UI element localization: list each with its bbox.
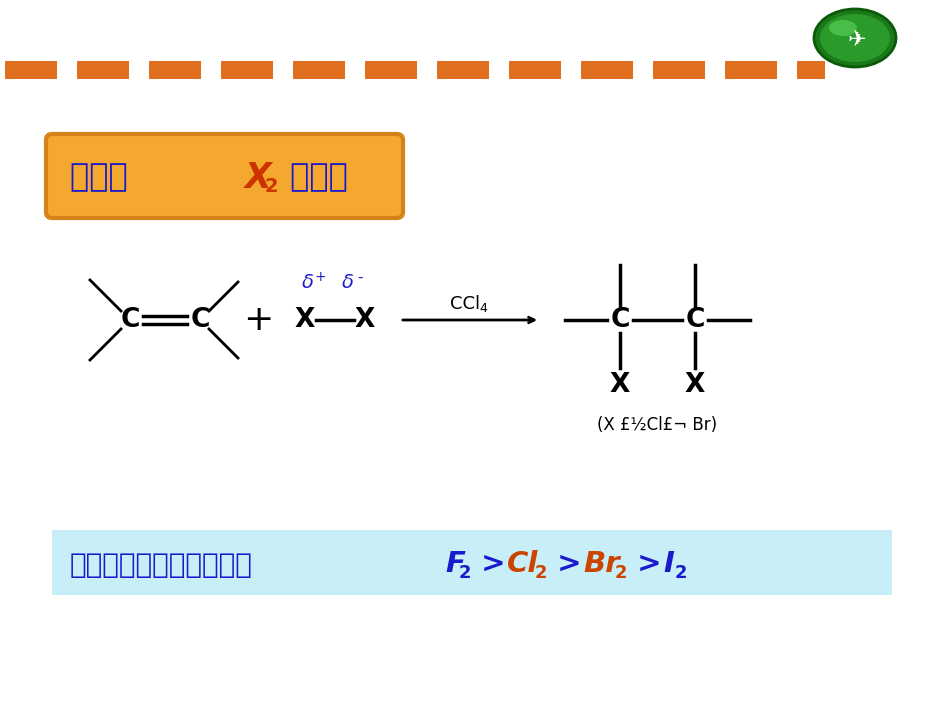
Text: (X £½Cl£¬ Br): (X £½Cl£¬ Br) <box>598 416 717 434</box>
Text: +: + <box>314 270 326 284</box>
Ellipse shape <box>829 20 857 36</box>
Bar <box>365 61 417 79</box>
Text: δ: δ <box>342 272 354 292</box>
Text: C: C <box>610 307 630 333</box>
Bar <box>77 61 129 79</box>
Text: -: - <box>357 270 363 284</box>
Text: CCl: CCl <box>450 295 480 313</box>
Text: X: X <box>610 372 630 398</box>
Text: 2: 2 <box>459 563 471 582</box>
Text: 2: 2 <box>615 563 628 582</box>
Text: X: X <box>294 307 315 333</box>
Bar <box>725 61 777 79</box>
Bar <box>293 61 345 79</box>
Text: X: X <box>685 372 705 398</box>
Bar <box>437 61 489 79</box>
Text: X: X <box>354 307 375 333</box>
Text: C: C <box>685 307 705 333</box>
Text: 2: 2 <box>535 563 547 582</box>
Text: δ: δ <box>302 272 314 292</box>
Text: 2: 2 <box>675 563 688 582</box>
Text: >: > <box>547 550 592 578</box>
Text: C: C <box>190 307 210 333</box>
Text: 2: 2 <box>264 177 277 195</box>
Bar <box>653 61 705 79</box>
Text: Br: Br <box>583 550 619 578</box>
Text: I: I <box>663 550 674 578</box>
Ellipse shape <box>820 14 890 62</box>
FancyBboxPatch shape <box>52 530 892 595</box>
Text: >: > <box>627 550 672 578</box>
Text: 4: 4 <box>479 302 487 314</box>
Text: C: C <box>121 307 140 333</box>
Text: X: X <box>245 161 272 195</box>
Text: ✈: ✈ <box>847 30 866 50</box>
Text: 烯烂与: 烯烂与 <box>70 163 139 193</box>
FancyBboxPatch shape <box>46 134 403 218</box>
Bar <box>221 61 273 79</box>
Bar <box>149 61 201 79</box>
Bar <box>797 61 825 79</box>
Text: 的加成: 的加成 <box>279 163 348 193</box>
Ellipse shape <box>814 9 896 67</box>
Bar <box>5 61 57 79</box>
Text: Cl: Cl <box>507 550 539 578</box>
Text: +: + <box>243 303 274 337</box>
Text: 垄素与烯烂的反应活性：: 垄素与烯烂的反应活性： <box>70 550 253 578</box>
Text: >: > <box>471 550 516 578</box>
Bar <box>581 61 633 79</box>
Text: F: F <box>445 550 465 578</box>
Bar <box>509 61 561 79</box>
